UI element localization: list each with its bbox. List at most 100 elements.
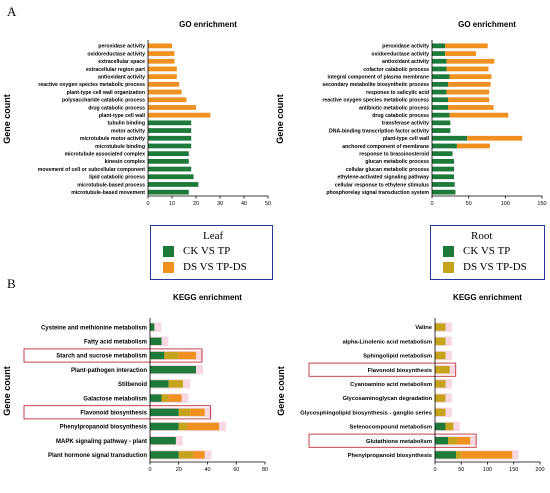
- bar-segment: [432, 166, 454, 172]
- bar-segment: [448, 81, 491, 87]
- x-tick-label: 50: [265, 201, 271, 207]
- x-tick-label: 0: [146, 201, 149, 207]
- bar-segment: [432, 74, 450, 80]
- bar-segment: [435, 351, 446, 360]
- y-axis-label: Gene count: [2, 366, 12, 416]
- bar-segment: [148, 120, 192, 126]
- bar-segment: [456, 451, 462, 459]
- highlight-box: [23, 405, 212, 420]
- category-label: Flavonoid biosynthesis: [80, 410, 147, 416]
- category-label: tubulin binding: [108, 121, 145, 127]
- bar-segment: [168, 394, 182, 402]
- legend-swatch: [443, 245, 454, 257]
- bar-segment: [148, 43, 172, 49]
- category-label: Cysteine and methionine metabolism: [41, 325, 147, 331]
- bar-segment: [432, 135, 468, 141]
- bar-segment: [178, 408, 191, 416]
- bar-segment: [432, 43, 446, 49]
- category-label: antioxidant activity: [382, 59, 429, 65]
- category-label: extracellular region part: [86, 67, 145, 73]
- category-label: alpha-Linolenic acid metabolism: [342, 339, 432, 345]
- bar-segment: [150, 323, 155, 331]
- legend-root-item: CK VS TP: [443, 245, 510, 257]
- bar-segment: [432, 189, 456, 195]
- legend-leaf: Leaf CK VS TP DS VS TP-DS: [150, 225, 273, 280]
- category-label: plant-type cell wall organization: [67, 90, 145, 96]
- category-label: Plant-pathogen interaction: [71, 368, 147, 374]
- bar-segment: [435, 380, 446, 388]
- x-tick-label: 150: [537, 201, 546, 207]
- bar-segment: [432, 182, 455, 187]
- category-label: Selenocompound metabolism: [350, 425, 432, 431]
- bar-segment: [150, 422, 179, 431]
- category-label: Glycosaminoglycan degradation: [342, 396, 432, 402]
- category-label: phosphorelay signal transduction system: [326, 190, 429, 196]
- category-label: extracellular space: [98, 59, 145, 65]
- bar-segment: [148, 81, 180, 87]
- category-label: Phenylpropanoid biosynthesis: [348, 453, 432, 459]
- category-label: plant-type cell wall: [99, 113, 146, 119]
- highlight-box: [308, 433, 477, 448]
- chart-title: KEGG enrichment: [453, 293, 522, 302]
- category-label: movement of cell or subcellular componen…: [38, 167, 146, 173]
- category-label: cofactor catabolic process: [363, 67, 429, 73]
- bar-segment: [178, 351, 196, 360]
- category-label: Flavonoid biosynthesis: [368, 368, 432, 374]
- bar-segment: [150, 437, 176, 445]
- bar-segment: [446, 89, 490, 95]
- bar-segment: [461, 451, 513, 459]
- bar-segment: [449, 74, 492, 80]
- bar-segment: [148, 66, 177, 72]
- bar-segment: [148, 74, 177, 80]
- bar-segment: [435, 323, 446, 331]
- bar-segment: [161, 394, 169, 402]
- bar-segment: [148, 143, 192, 149]
- category-label: microtubule-based process: [77, 182, 145, 188]
- bar-segment: [148, 128, 192, 133]
- bar-background: [150, 322, 162, 332]
- x-tick-label: 100: [501, 201, 510, 207]
- bar-segment: [435, 451, 456, 459]
- panel-label-a: A: [7, 4, 17, 19]
- category-label: microtubule binding: [95, 144, 145, 150]
- category-label: Galactose metabolism: [83, 396, 147, 402]
- chart-title: GO enrichment: [458, 20, 516, 29]
- bar-segment: [456, 143, 490, 149]
- category-label: anchored component of membrane: [342, 144, 429, 150]
- bar-segment: [150, 451, 179, 459]
- legend-leaf-item: CK VS TP: [163, 245, 230, 257]
- y-axis-label: Gene count: [276, 366, 286, 416]
- legend-swatch: [443, 261, 454, 273]
- x-tick-label: 20: [193, 201, 199, 207]
- category-label: cellular glucan metabolic process: [346, 167, 429, 173]
- bar-segment: [148, 51, 175, 56]
- x-tick-label: 10: [169, 201, 175, 207]
- bar-segment: [168, 380, 184, 388]
- category-label: response to salicylic acid: [366, 90, 429, 96]
- bar-segment: [435, 366, 450, 374]
- category-label: Valine: [415, 325, 433, 331]
- category-label: Sphingolipid metabolism: [363, 354, 432, 360]
- bar-segment: [432, 174, 454, 180]
- category-label: Cyanoamino acid metabolism: [350, 382, 432, 388]
- category-label: peroxidase activity: [98, 44, 145, 50]
- category-label: kinesin complex: [105, 159, 145, 165]
- bar-segment: [193, 451, 205, 459]
- bar-segment: [435, 337, 446, 345]
- bar-segment: [148, 112, 211, 118]
- x-tick-label: 80: [262, 467, 268, 473]
- category-label: Phenylpropanoid biosynthesis: [60, 425, 148, 431]
- bar-segment: [432, 89, 447, 95]
- legend-root: Root CK VS TP DS VS TP-DS: [430, 225, 545, 280]
- category-label: secondary metabolite biosynthetic proces…: [322, 82, 429, 88]
- bar-segment: [187, 422, 219, 431]
- x-tick-label: 40: [241, 201, 247, 207]
- bar-segment: [445, 51, 476, 56]
- category-label: polysaccharide catabolic process: [62, 98, 145, 104]
- category-label: Stilbenoid: [118, 382, 147, 388]
- category-label: drug catabolic process: [88, 105, 145, 111]
- bar-segment: [148, 166, 192, 172]
- chart-title: KEGG enrichment: [173, 293, 242, 302]
- bar-segment: [150, 380, 169, 388]
